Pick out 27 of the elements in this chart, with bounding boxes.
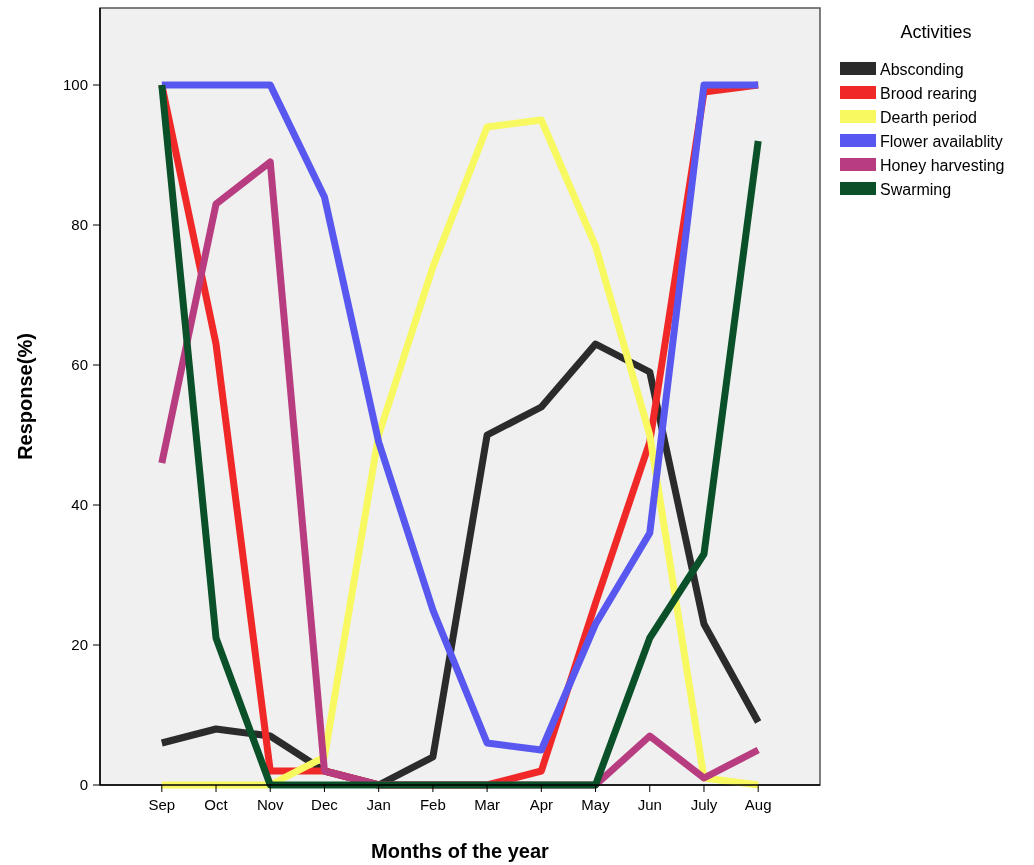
legend-label: Absconding bbox=[880, 60, 964, 78]
x-tick-label: Feb bbox=[419, 796, 446, 813]
x-tick-label: Apr bbox=[529, 796, 553, 813]
legend-label: Flower availablity bbox=[880, 132, 1003, 150]
legend-label: Swarming bbox=[880, 180, 952, 198]
x-tick-label: Aug bbox=[744, 796, 772, 813]
y-tick-label: 100 bbox=[62, 76, 88, 94]
y-tick-label: 0 bbox=[79, 776, 88, 794]
legend-label: Honey harvesting bbox=[880, 156, 1005, 174]
y-tick-label: 20 bbox=[71, 636, 88, 654]
legend-title: Activities bbox=[900, 22, 972, 42]
legend-label: Brood rearing bbox=[880, 84, 977, 102]
x-tick-label: Nov bbox=[256, 796, 285, 813]
x-tick-label: Jan bbox=[366, 796, 391, 813]
x-tick-label: July bbox=[690, 796, 718, 813]
x-tick-label: Sep bbox=[148, 796, 176, 813]
x-tick-label: May bbox=[581, 796, 611, 813]
x-axis-title: Months of the year bbox=[371, 840, 550, 862]
x-tick-label: Dec bbox=[311, 796, 339, 813]
x-tick-label: Jun bbox=[637, 796, 662, 813]
x-tick-label: Mar bbox=[474, 796, 501, 813]
y-tick-label: 80 bbox=[71, 216, 88, 234]
y-axis-title: Response(%) bbox=[14, 333, 36, 460]
y-tick-label: 60 bbox=[71, 356, 88, 374]
legend-label: Dearth period bbox=[880, 108, 977, 126]
y-tick-label: 40 bbox=[71, 496, 88, 514]
x-tick-label: Oct bbox=[204, 796, 229, 813]
